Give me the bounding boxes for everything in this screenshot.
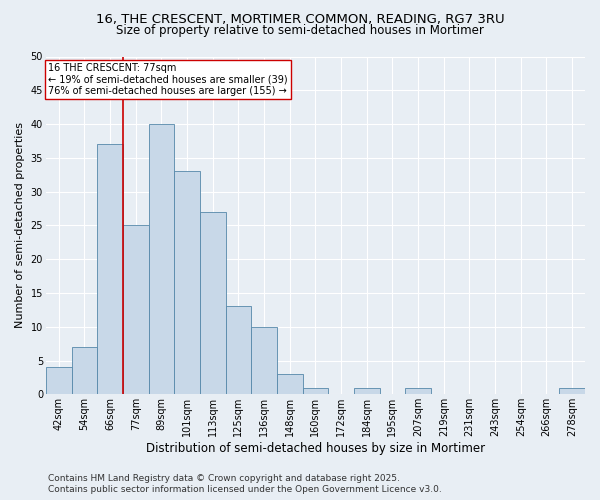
Bar xyxy=(354,388,380,394)
Bar xyxy=(251,326,277,394)
Text: 16 THE CRESCENT: 77sqm
← 19% of semi-detached houses are smaller (39)
76% of sem: 16 THE CRESCENT: 77sqm ← 19% of semi-det… xyxy=(49,64,288,96)
Bar xyxy=(405,388,431,394)
Text: 16, THE CRESCENT, MORTIMER COMMON, READING, RG7 3RU: 16, THE CRESCENT, MORTIMER COMMON, READI… xyxy=(95,12,505,26)
Text: Contains HM Land Registry data © Crown copyright and database right 2025.
Contai: Contains HM Land Registry data © Crown c… xyxy=(48,474,442,494)
Bar xyxy=(302,388,328,394)
Bar xyxy=(226,306,251,394)
Bar xyxy=(277,374,302,394)
Bar xyxy=(123,226,149,394)
X-axis label: Distribution of semi-detached houses by size in Mortimer: Distribution of semi-detached houses by … xyxy=(146,442,485,455)
Y-axis label: Number of semi-detached properties: Number of semi-detached properties xyxy=(15,122,25,328)
Bar xyxy=(71,347,97,395)
Bar xyxy=(149,124,174,394)
Text: Size of property relative to semi-detached houses in Mortimer: Size of property relative to semi-detach… xyxy=(116,24,484,37)
Bar xyxy=(174,172,200,394)
Bar xyxy=(46,368,71,394)
Bar xyxy=(559,388,585,394)
Bar xyxy=(97,144,123,394)
Bar xyxy=(200,212,226,394)
